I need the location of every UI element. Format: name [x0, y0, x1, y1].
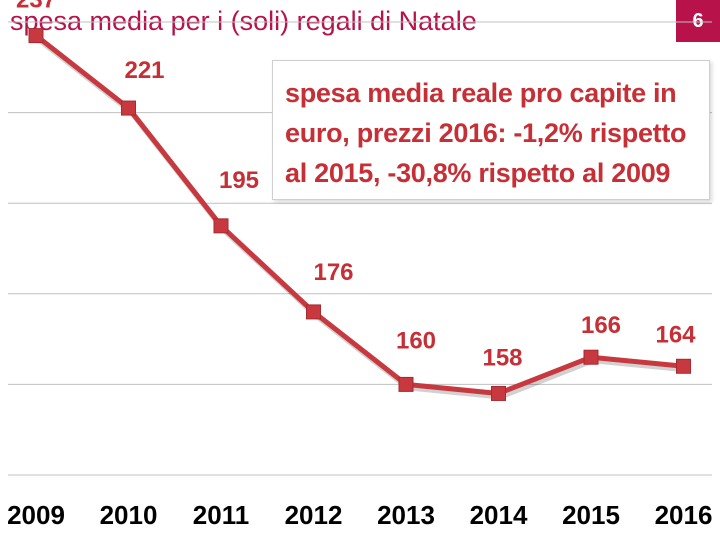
x-tick-label: 2009 [7, 500, 65, 530]
callout-note: spesa media reale pro capite in euro, pr… [272, 60, 710, 200]
series-line [33, 33, 686, 396]
data-label: 176 [313, 259, 353, 286]
x-tick-label: 2011 [193, 500, 249, 530]
data-point-marker [398, 376, 414, 392]
data-label: 221 [124, 57, 164, 84]
data-label: 166 [581, 312, 621, 339]
data-label: 195 [219, 167, 259, 194]
x-tick-label: 2014 [470, 500, 528, 530]
x-tick-label: 2015 [562, 500, 620, 530]
x-tick-label: 2010 [100, 500, 158, 530]
data-point-marker [676, 358, 691, 374]
data-point-marker [491, 385, 506, 401]
data-label: 158 [482, 344, 522, 371]
data-labels: 237 221 195 176 160 158 166 164 [16, 0, 696, 371]
data-point-marker [28, 28, 44, 44]
markers [28, 28, 691, 401]
x-axis-labels: 2009 2010 2011 2012 2013 2014 2015 2016 [7, 500, 712, 530]
data-point-marker [121, 100, 136, 116]
data-label: 160 [396, 327, 436, 354]
x-tick-label: 2012 [285, 500, 343, 530]
data-label: 237 [16, 0, 56, 14]
data-point-marker [583, 349, 599, 365]
data-label: 164 [655, 321, 696, 348]
data-point-marker [213, 218, 229, 234]
page-number-badge: 6 [676, 0, 720, 42]
series-line-layer [33, 33, 686, 400]
data-point-marker [306, 304, 321, 320]
x-tick-label: 2016 [655, 500, 713, 530]
x-tick-label: 2013 [377, 500, 435, 530]
slide-title: spesa media per i (soli) regali di Natal… [10, 6, 477, 36]
